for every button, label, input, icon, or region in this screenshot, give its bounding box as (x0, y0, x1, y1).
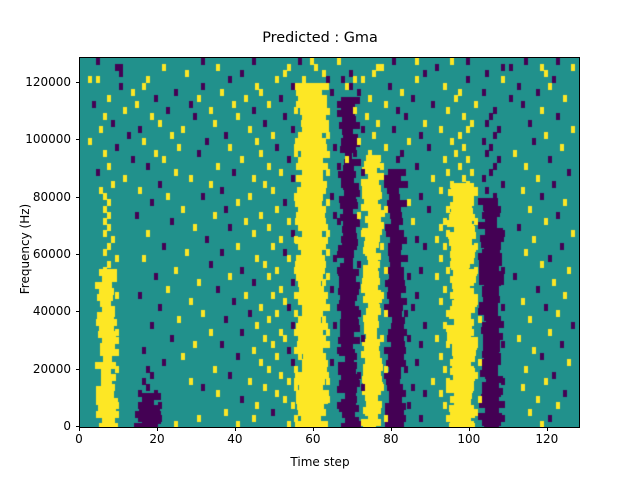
y-tick-mark (76, 253, 80, 255)
y-tick-mark (76, 368, 80, 370)
x-tick-mark (156, 427, 158, 431)
x-axis-label: Time step (290, 455, 350, 469)
y-tick-mark (76, 139, 80, 141)
x-tick-mark (468, 427, 470, 431)
x-tick-mark (234, 427, 236, 431)
y-tick-mark (76, 311, 80, 313)
heatmap-plot-area (79, 57, 580, 428)
y-axis-label: Frequency (Hz) (18, 203, 32, 295)
x-tick-mark (546, 427, 548, 431)
x-tick-label: 60 (305, 432, 321, 446)
x-tick-mark (79, 427, 80, 431)
y-tick-mark (76, 426, 80, 427)
x-tick-label: 40 (227, 432, 243, 446)
x-tick-label: 120 (535, 432, 559, 446)
y-tick-label: 100000 (25, 132, 71, 147)
y-tick-label: 60000 (32, 246, 71, 261)
x-tick-mark (312, 427, 314, 431)
y-tick-mark (76, 196, 80, 198)
x-tick-label: 100 (457, 432, 481, 446)
chart-title: Predicted : Gma (262, 30, 378, 46)
heatmap-canvas (80, 58, 579, 427)
x-tick-label: 0 (75, 432, 83, 446)
y-tick-label: 20000 (32, 361, 71, 376)
y-tick-mark (76, 81, 80, 83)
x-tick-label: 20 (149, 432, 165, 446)
y-tick-label: 40000 (32, 304, 71, 319)
y-tick-label: 120000 (25, 74, 71, 89)
y-tick-label: 80000 (32, 189, 71, 204)
y-tick-label: 0 (63, 419, 71, 433)
x-tick-mark (390, 427, 392, 431)
x-tick-label: 80 (383, 432, 399, 446)
